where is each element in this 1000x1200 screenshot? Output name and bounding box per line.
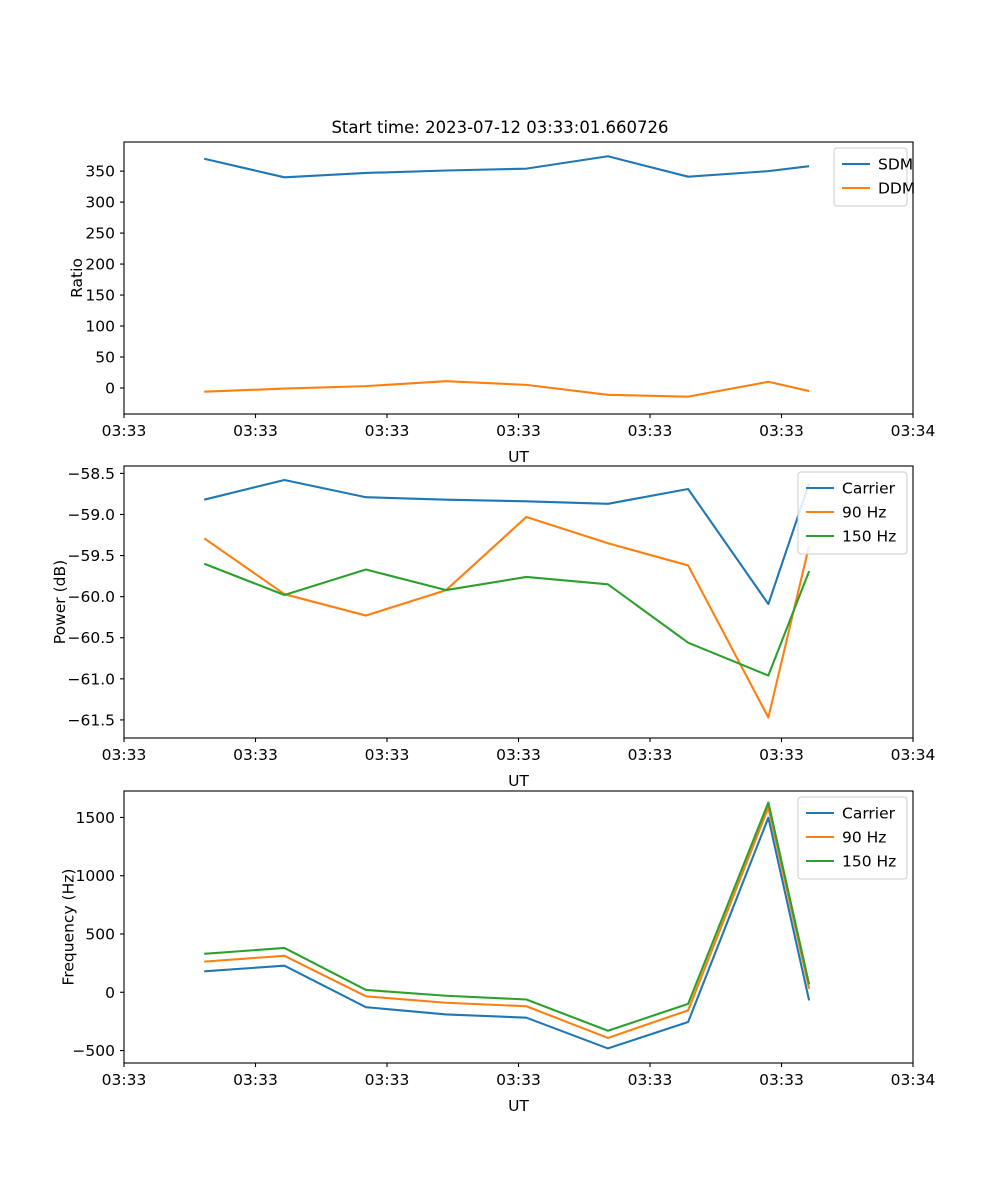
- legend-box: [797, 471, 908, 555]
- y-axis-label: Ratio: [68, 258, 86, 298]
- x-tick-label: 03:33: [628, 746, 673, 764]
- y-tick-label: 300: [85, 194, 115, 212]
- legend-label-90-hz: 90 Hz: [842, 829, 886, 847]
- series-line-carrier: [204, 816, 811, 1050]
- legend-label-90-hz: 90 Hz: [842, 504, 886, 522]
- x-tick-label: 03:33: [365, 746, 410, 764]
- series-line-ddm: [204, 380, 810, 398]
- series-line-150-hz: [204, 801, 811, 1032]
- y-tick-label: −60.0: [68, 588, 116, 606]
- series-line-150-hz: [203, 562, 811, 677]
- axes-frame: [123, 141, 914, 415]
- y-tick-label: 250: [85, 225, 115, 243]
- y-tick-label: −60.5: [68, 629, 116, 647]
- legend-label-carrier: Carrier: [842, 480, 896, 498]
- y-tick-label: −61.5: [68, 711, 116, 729]
- legend: Carrier 90 Hz 150 Hz: [797, 796, 908, 880]
- figure-title: Start time: 2023-07-12 03:33:01.660726: [331, 118, 669, 137]
- x-tick-label: 03:33: [496, 422, 541, 440]
- x-tick-label: 03:33: [628, 422, 673, 440]
- legend-box: [833, 147, 908, 207]
- y-tick-label: −500: [72, 1042, 115, 1060]
- series-line-sdm: [203, 155, 810, 179]
- x-axis-label: UT: [508, 448, 529, 466]
- x-tick-label: 03:33: [233, 1071, 278, 1089]
- x-tick-label: 03:33: [365, 422, 410, 440]
- y-tick-label: 150: [85, 287, 115, 305]
- x-axis-label: UT: [508, 1097, 529, 1115]
- x-tick-label: 03:33: [759, 746, 804, 764]
- y-axis-label: Power (dB): [51, 560, 69, 644]
- figure-title-container: Start time: 2023-07-12 03:33:01.660726: [0, 118, 1000, 137]
- x-tick-label: 03:34: [891, 746, 936, 764]
- x-tick-label: 03:33: [102, 422, 147, 440]
- x-tick-label: 03:33: [628, 1071, 673, 1089]
- legend-label-sdm: SDM: [878, 156, 913, 174]
- series-line-90-hz: [204, 806, 811, 1039]
- y-tick-label: 1000: [76, 867, 115, 885]
- y-tick-label: −59.0: [68, 506, 116, 524]
- y-tick-label: 100: [85, 318, 115, 336]
- legend-label-150-hz: 150 Hz: [842, 853, 896, 871]
- legend-label-150-hz: 150 Hz: [842, 528, 896, 546]
- x-tick-label: 03:34: [891, 1071, 936, 1089]
- x-tick-label: 03:33: [365, 1071, 410, 1089]
- y-tick-label: 500: [85, 925, 115, 943]
- y-tick-label: 0: [105, 379, 115, 397]
- legend-label-carrier: Carrier: [842, 805, 896, 823]
- ratio-subplot: 03:33 03:33 03:33 03:33 03:33 03:33 03:34 0 50 10…: [68, 141, 936, 466]
- y-tick-label: 50: [95, 348, 115, 366]
- x-tick-label: 03:33: [496, 1071, 541, 1089]
- y-tick-label: 0: [105, 984, 115, 1002]
- power-subplot: 03:33 03:33 03:33 03:33 03:33 03:33 03:34 −61.5…: [51, 465, 936, 790]
- axes-frame: [123, 465, 914, 739]
- legend: SDM DDM: [833, 147, 915, 207]
- x-tick-label: 03:33: [102, 746, 147, 764]
- y-tick-label: 350: [85, 163, 115, 181]
- legend: Carrier 90 Hz 150 Hz: [797, 471, 908, 555]
- y-tick-label: 200: [85, 256, 115, 274]
- frequency-subplot: 03:33 03:33 03:33 03:33 03:33 03:33 03:34 −500 0…: [60, 790, 936, 1115]
- series-line-90-hz: [203, 515, 811, 719]
- x-tick-label: 03:33: [496, 746, 541, 764]
- y-axis-label: Frequency (Hz): [60, 869, 78, 986]
- x-tick-label: 03:33: [759, 1071, 804, 1089]
- y-tick-label: −61.0: [68, 670, 116, 688]
- x-axis-label: UT: [508, 772, 529, 790]
- series-line-carrier: [203, 478, 811, 606]
- x-tick-label: 03:33: [233, 422, 278, 440]
- y-tick-label: 1500: [76, 809, 115, 827]
- y-tick-label: −59.5: [68, 547, 116, 565]
- legend-label-ddm: DDM: [878, 180, 915, 198]
- legend-box: [797, 796, 908, 880]
- y-tick-label: −58.5: [68, 465, 116, 483]
- x-tick-label: 03:33: [233, 746, 278, 764]
- x-tick-label: 03:33: [102, 1071, 147, 1089]
- x-tick-label: 03:33: [759, 422, 804, 440]
- x-tick-label: 03:34: [891, 422, 936, 440]
